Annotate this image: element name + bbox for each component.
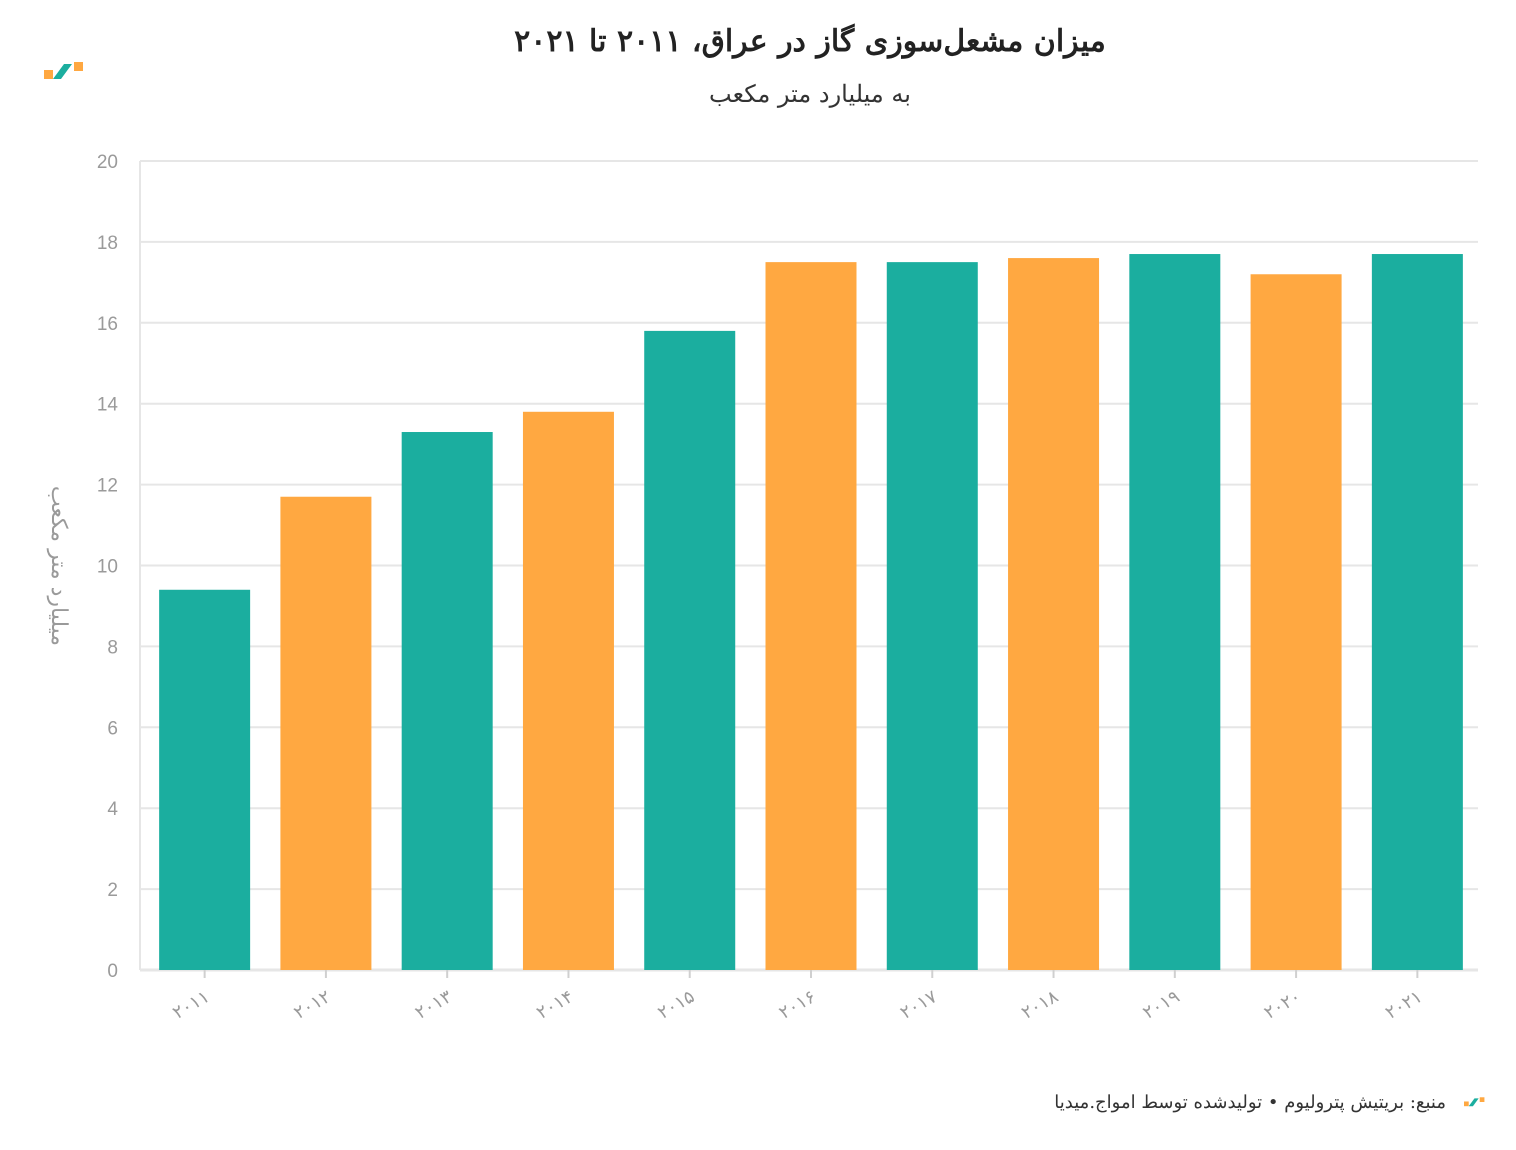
y-tick-label: 16 — [97, 314, 118, 335]
bar — [644, 330, 736, 970]
x-tick-label: ۲۰۱۴ — [533, 986, 577, 1024]
amwaj-logo-icon — [44, 62, 83, 79]
y-tick-label: 10 — [97, 557, 118, 578]
y-tick-label: 18 — [97, 233, 118, 254]
bar — [1371, 254, 1463, 970]
x-tick-label: ۲۰۲۱ — [1382, 986, 1426, 1024]
bar — [159, 589, 251, 970]
y-tick-label: 0 — [107, 961, 118, 982]
bar — [522, 411, 614, 970]
x-tick-label: ۲۰۱۷ — [897, 986, 941, 1024]
x-tick-label: ۲۰۱۹ — [1139, 986, 1183, 1024]
bar — [1250, 274, 1342, 970]
y-tick-label: 20 — [97, 152, 118, 173]
bar — [280, 496, 372, 970]
x-tick-label: ۲۰۲۰ — [1261, 986, 1305, 1024]
y-tick-label: 2 — [107, 880, 118, 901]
y-tick-label: 12 — [97, 476, 118, 497]
x-tick-label: ۲۰۱۳ — [412, 986, 456, 1024]
y-tick-label: 8 — [107, 637, 118, 658]
amwaj-footer-logo-icon — [1464, 1097, 1485, 1107]
x-tick-label: ۲۰۱۱ — [169, 986, 213, 1024]
chart-title: میزان مشعل‌سوزی گاز در عراق، ۲۰۱۱ تا ۲۰۲… — [514, 24, 1106, 59]
bar — [1008, 258, 1100, 971]
bar — [1129, 254, 1221, 970]
bar — [886, 262, 978, 970]
y-tick-label: 4 — [107, 799, 118, 820]
x-tick-label: ۲۰۱۸ — [1018, 986, 1062, 1024]
x-tick-label: ۲۰۱۶ — [776, 986, 820, 1024]
x-tick-label: ۲۰۱۵ — [654, 986, 698, 1024]
y-tick-label: 14 — [97, 395, 119, 416]
x-tick-label: ۲۰۱۲ — [290, 986, 334, 1024]
y-axis-label: میلیارد متر مکعب — [46, 486, 71, 646]
bar — [765, 262, 857, 970]
bar — [401, 432, 493, 970]
source-footer: منبع: بریتیش پترولیوم • تولیدشده توسط ام… — [1054, 1092, 1446, 1113]
y-tick-label: 6 — [107, 718, 118, 739]
chart-subtitle: به میلیارد متر مکعب — [709, 80, 911, 108]
